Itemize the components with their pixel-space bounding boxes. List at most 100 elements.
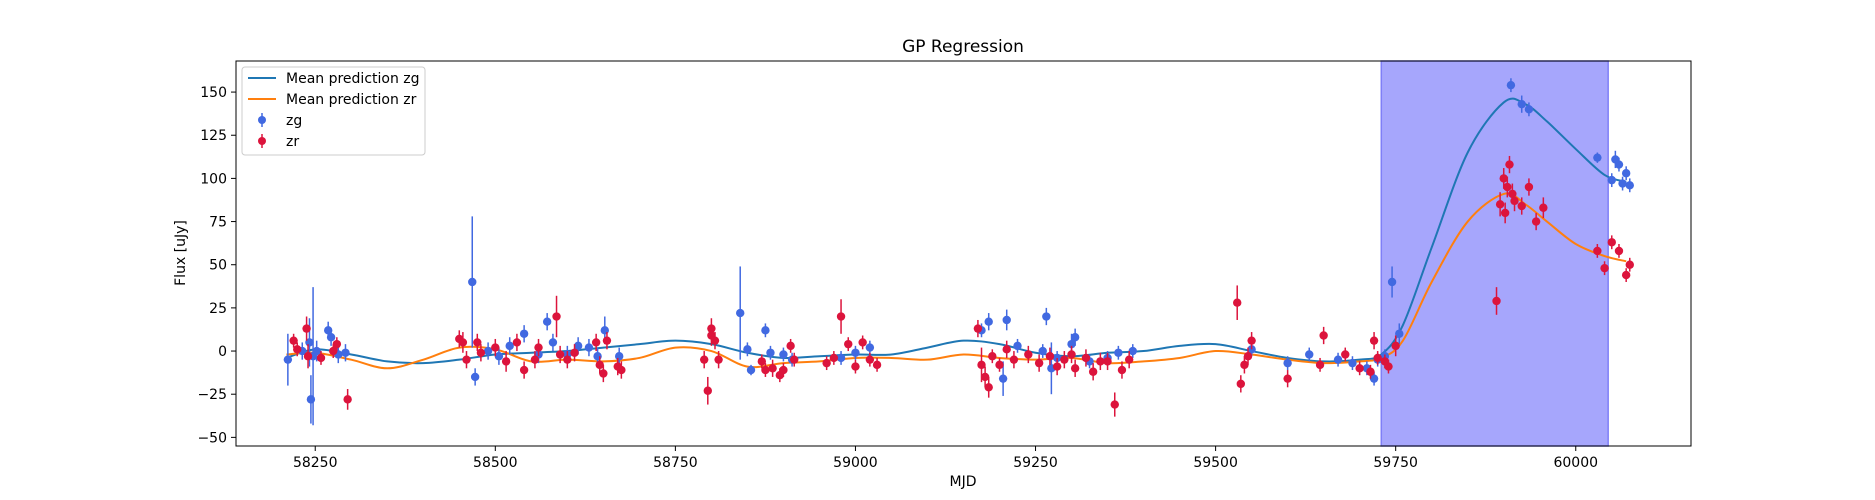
point-zr [1369, 336, 1379, 345]
point-zr [595, 360, 604, 370]
point-zg [736, 308, 745, 318]
point-zr [476, 348, 486, 357]
legend-marker-zr [258, 137, 266, 145]
point-zr [1233, 298, 1242, 307]
point-zg [1013, 341, 1022, 351]
point-zr [1384, 362, 1393, 371]
point-zg [1506, 80, 1516, 90]
point-zr [458, 338, 468, 347]
point-zr [329, 346, 338, 356]
point-zg [1524, 105, 1534, 114]
point-zr [790, 355, 799, 364]
point-zr [1373, 353, 1382, 363]
y-tick-label: 25 [209, 301, 227, 317]
point-zg [743, 345, 752, 354]
shaded-region [1380, 60, 1609, 447]
point-zr [1341, 350, 1350, 359]
point-zr [1391, 341, 1400, 351]
point-zr [563, 355, 572, 364]
point-zg [836, 353, 846, 363]
point-zr [1240, 360, 1249, 370]
legend-label-line-zr: Mean prediction zr [286, 92, 417, 108]
point-zg [593, 352, 602, 361]
axes-frame [235, 60, 1692, 447]
point-zr [1600, 263, 1609, 273]
point-zr [984, 383, 993, 392]
point-zr [1034, 358, 1044, 368]
point-zr [1531, 217, 1541, 226]
point-zr [1366, 367, 1375, 376]
point-zr [1070, 364, 1080, 373]
point-zr [1315, 360, 1325, 370]
point-zg [584, 343, 594, 352]
point-zg [1387, 277, 1397, 287]
point-zr [699, 355, 709, 364]
point-zr [1243, 352, 1253, 361]
point-zr [995, 360, 1004, 370]
point-zr [1117, 365, 1127, 375]
point-zr [289, 336, 298, 345]
point-zr [1500, 208, 1510, 218]
point-zg [326, 333, 336, 342]
point-zg [1283, 358, 1292, 368]
point-zg [1614, 160, 1624, 169]
point-zr [1503, 182, 1512, 192]
point-zr [1625, 260, 1634, 269]
point-zr [786, 341, 795, 351]
point-zr [822, 358, 831, 368]
point-zr [980, 372, 990, 382]
point-zr [1510, 196, 1519, 206]
point-zg [1395, 329, 1404, 338]
point-zr [988, 352, 997, 361]
point-zr [1110, 400, 1119, 409]
point-zg [573, 341, 583, 351]
point-zr [757, 357, 767, 366]
y-tick-label: 125 [200, 128, 227, 144]
point-zr [1607, 238, 1616, 247]
point-zg [470, 372, 480, 382]
point-zg [1070, 333, 1080, 342]
point-zr [519, 365, 529, 375]
point-zr [1052, 362, 1062, 371]
point-zr [768, 364, 777, 373]
y-tick-label: −25 [197, 387, 227, 403]
point-zg [1369, 374, 1379, 383]
point-zr [555, 350, 565, 359]
x-tick-label: 60000 [1553, 455, 1598, 471]
x-axis-label: MJD [950, 474, 977, 490]
x-tick-label: 59000 [833, 455, 878, 471]
point-zr [1505, 160, 1514, 169]
point-zr [1236, 379, 1246, 389]
point-zr [462, 355, 471, 364]
plot-area [283, 60, 1634, 447]
point-zg [1067, 339, 1076, 349]
point-zr [1539, 203, 1548, 212]
point-zr [599, 369, 608, 378]
point-zg [1333, 355, 1343, 364]
point-zg [1305, 350, 1314, 359]
legend-label-line-zg: Mean prediction zg [286, 71, 420, 87]
axis-ticks: 58250 58500 58750 59000 59250 59500 59750 60000… [197, 85, 1598, 471]
point-zr [1045, 352, 1055, 361]
point-zg [1517, 99, 1526, 109]
point-zg [542, 317, 552, 326]
point-zr [617, 365, 626, 375]
point-zr [1621, 270, 1631, 280]
point-zr [1247, 336, 1256, 345]
point-zg [468, 277, 477, 287]
y-tick-label: 50 [209, 258, 227, 274]
point-zr [829, 353, 839, 363]
x-tick-label: 59500 [1193, 455, 1238, 471]
point-zg [1618, 179, 1627, 188]
point-zr [534, 343, 543, 352]
point-zr [858, 338, 867, 347]
point-zr [343, 395, 352, 404]
point-zg [746, 365, 756, 375]
y-tick-label: −50 [197, 430, 227, 446]
point-zr [552, 312, 561, 321]
point-zg [1625, 181, 1634, 190]
point-zr [1103, 357, 1112, 366]
point-zr [977, 360, 986, 370]
point-zr [1060, 355, 1069, 364]
